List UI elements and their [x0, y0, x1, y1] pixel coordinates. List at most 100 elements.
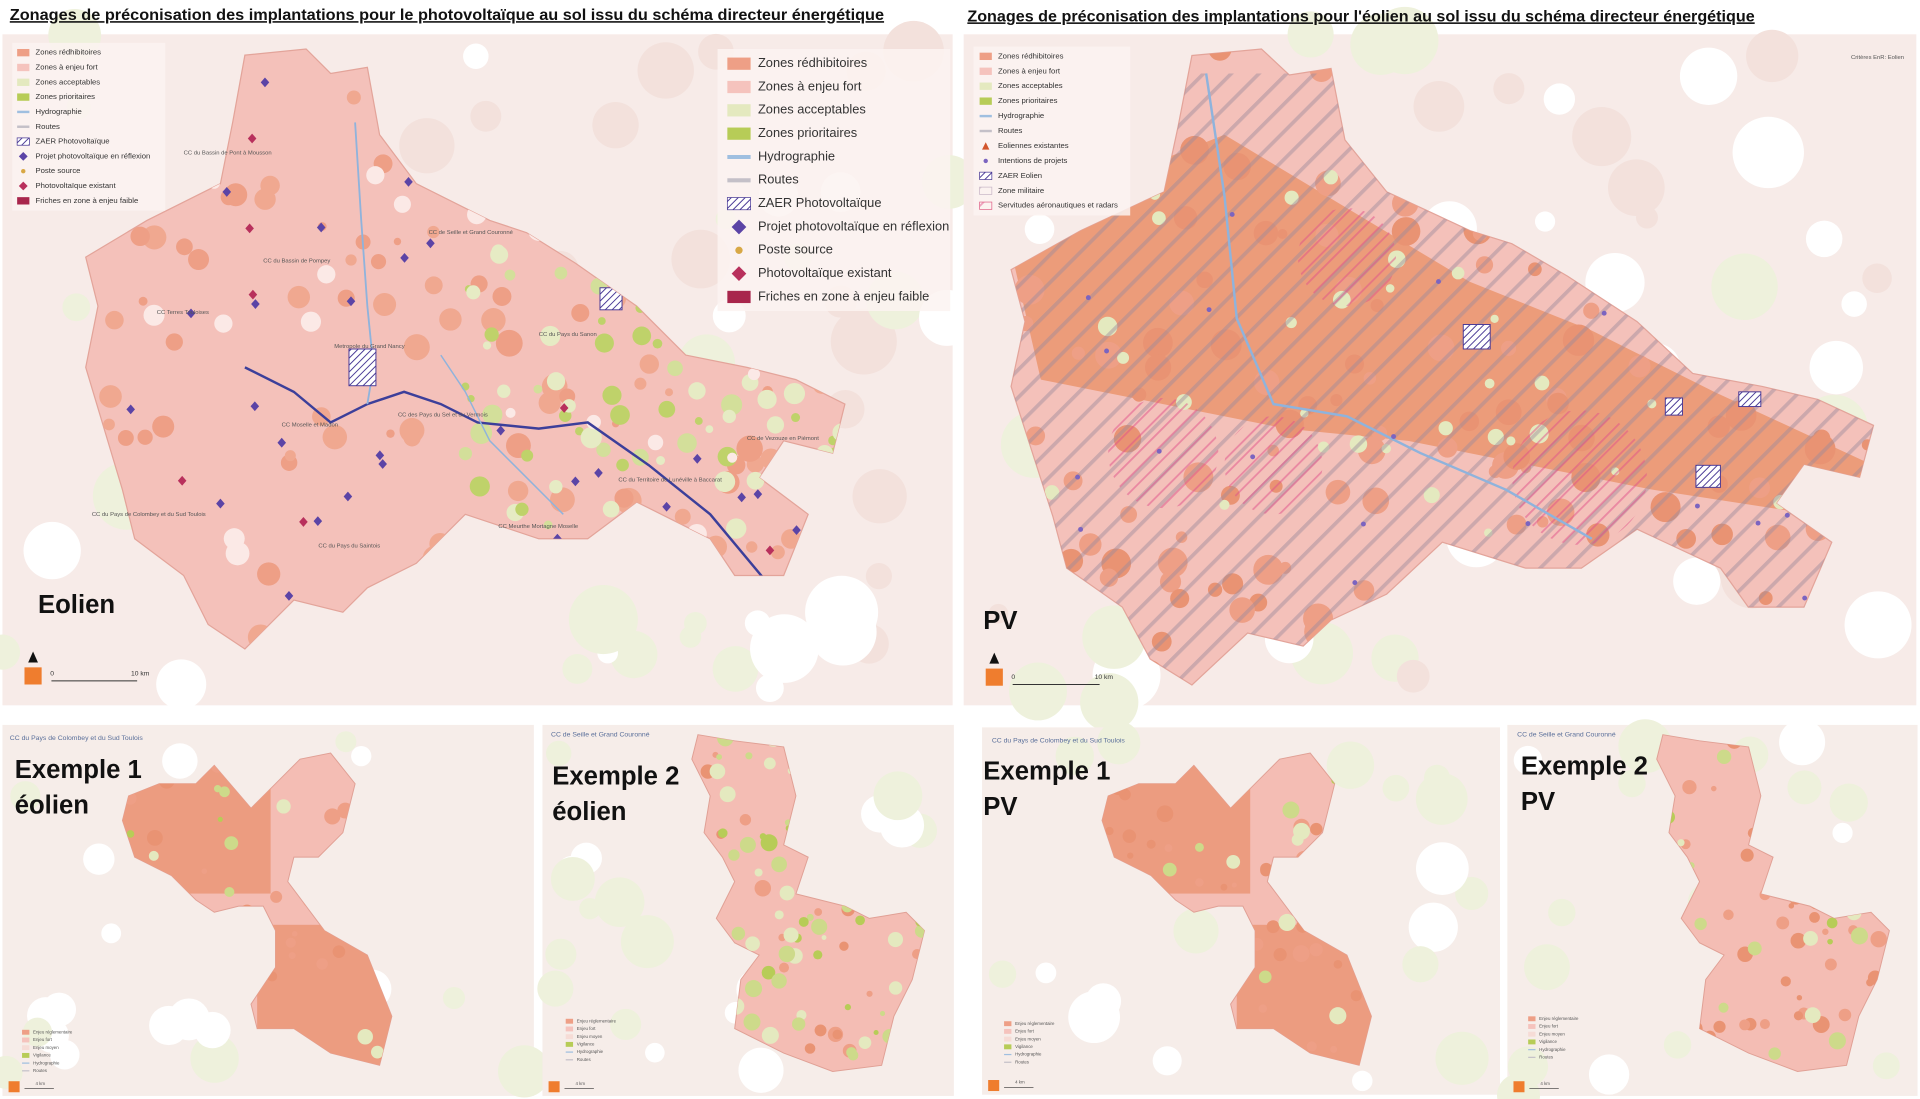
place-label: CC de Vezouze en Piémont	[747, 436, 819, 442]
zone-patch	[492, 286, 512, 306]
zone-patch	[1195, 878, 1204, 887]
project-marker	[496, 425, 506, 436]
zone-patch	[1862, 263, 1892, 294]
zone-patch	[722, 409, 736, 424]
zone-patch	[1162, 862, 1177, 877]
zone-patch	[1679, 47, 1738, 105]
project-marker	[126, 404, 135, 415]
legend-swatch	[979, 82, 992, 90]
legend-label: Routes	[33, 1068, 48, 1073]
zone-patch	[558, 409, 572, 422]
zone-patch	[719, 786, 736, 803]
legend-label: Enjeu réglementaire	[33, 1029, 73, 1034]
scale-label: 10 km	[131, 670, 150, 677]
legend-label: Projet photovoltaïque en réflexion	[36, 151, 151, 160]
zone-patch	[545, 938, 577, 970]
zone-patch	[832, 1029, 843, 1040]
zone-patch	[481, 308, 506, 333]
zone-patch	[1682, 779, 1697, 795]
zone-patch	[1710, 785, 1717, 792]
zone-patch	[744, 980, 763, 998]
zone-patch	[1306, 1041, 1317, 1052]
map-note: Critères EnR: Eolien	[1851, 55, 1904, 61]
project-marker	[662, 501, 671, 512]
legend-swatch	[726, 197, 751, 211]
legend-swatch	[1004, 1036, 1012, 1042]
zone-patch	[1408, 902, 1458, 952]
example-map: CC de Seille et Grand Couronné Exemple 2 é…	[537, 724, 954, 1096]
legend-label: ZAER Photovoltaïque	[758, 195, 882, 210]
zone-patch	[470, 422, 493, 444]
zone-patch	[620, 915, 674, 969]
zone-patch	[22, 1017, 53, 1047]
legend-swatch	[1528, 1039, 1536, 1045]
zone-patch	[632, 326, 652, 346]
example-label: Exemple 2	[552, 762, 679, 790]
project-marker	[737, 492, 746, 503]
zone-patch	[580, 427, 602, 449]
map-label: PV	[983, 607, 1017, 635]
place-label: CC Moselle et Madon	[282, 422, 338, 428]
zone-patch	[1009, 662, 1067, 721]
zone-patch	[505, 407, 516, 418]
zone-patch	[1548, 898, 1576, 927]
zone-patch	[470, 100, 502, 132]
zone-patch	[288, 952, 296, 960]
zone-patch	[498, 1045, 551, 1098]
zone-patch	[805, 575, 879, 649]
place-label: CC du Bassin de Pont à Mousson	[184, 151, 272, 157]
zone-patch	[497, 384, 511, 398]
zone-patch	[1493, 73, 1525, 105]
zone-patch	[357, 1029, 373, 1045]
legend-swatch	[983, 158, 988, 164]
zone-patch	[694, 417, 703, 425]
legend-box	[717, 48, 951, 312]
zone-patch	[1588, 1054, 1630, 1095]
zone-patch	[1732, 116, 1804, 189]
zone-patch	[1790, 932, 1807, 949]
example-header: CC de Seille et Grand Couronné	[1517, 732, 1616, 739]
zone-patch	[1080, 673, 1139, 732]
zone-patch	[537, 970, 574, 1007]
zone-patch	[855, 915, 865, 926]
zone-patch	[727, 452, 738, 463]
zone-patch	[728, 849, 740, 861]
zone-patch	[1273, 948, 1287, 962]
zone-patch	[754, 868, 763, 877]
legend-swatch	[565, 1041, 574, 1047]
zone-patch	[602, 500, 620, 518]
zone-patch	[1352, 1070, 1373, 1092]
zone-patch	[149, 1005, 189, 1046]
zone-patch	[1068, 991, 1121, 1044]
zone-patch	[586, 414, 601, 430]
zone-patch	[176, 238, 193, 256]
zaer-zone	[1664, 397, 1683, 416]
zone-patch	[332, 945, 346, 958]
zone-patch	[546, 740, 572, 767]
zone-patch	[783, 927, 799, 943]
legend-swatch	[979, 52, 992, 61]
zone-patch	[677, 433, 697, 453]
legend-label: Enjeu moyen	[1539, 1031, 1565, 1036]
zone-patch	[458, 446, 473, 461]
zone-patch	[639, 354, 659, 374]
zone-patch	[1287, 11, 1334, 58]
zone-patch	[754, 880, 772, 897]
zone-patch	[739, 814, 752, 826]
map-title: Zonages de préconisation des implantatio…	[967, 8, 1754, 25]
zone-patch	[217, 816, 223, 822]
zone-patch	[291, 931, 298, 937]
example-header: CC du Pays de Colombey et du Sud Toulois	[10, 735, 144, 742]
zone-patch	[316, 958, 328, 970]
zone-patch	[1803, 931, 1818, 946]
legend-swatch	[21, 168, 26, 174]
zone-patch	[1258, 970, 1272, 984]
legend-label: Zones rédhibitoires	[758, 55, 867, 70]
legend-box	[973, 46, 1131, 216]
legend-swatch	[17, 48, 30, 57]
legend-swatch	[17, 197, 30, 205]
legend-swatch	[979, 186, 993, 195]
zone-patch	[656, 456, 666, 465]
zone-patch	[463, 43, 489, 70]
zone-patch	[317, 265, 336, 284]
